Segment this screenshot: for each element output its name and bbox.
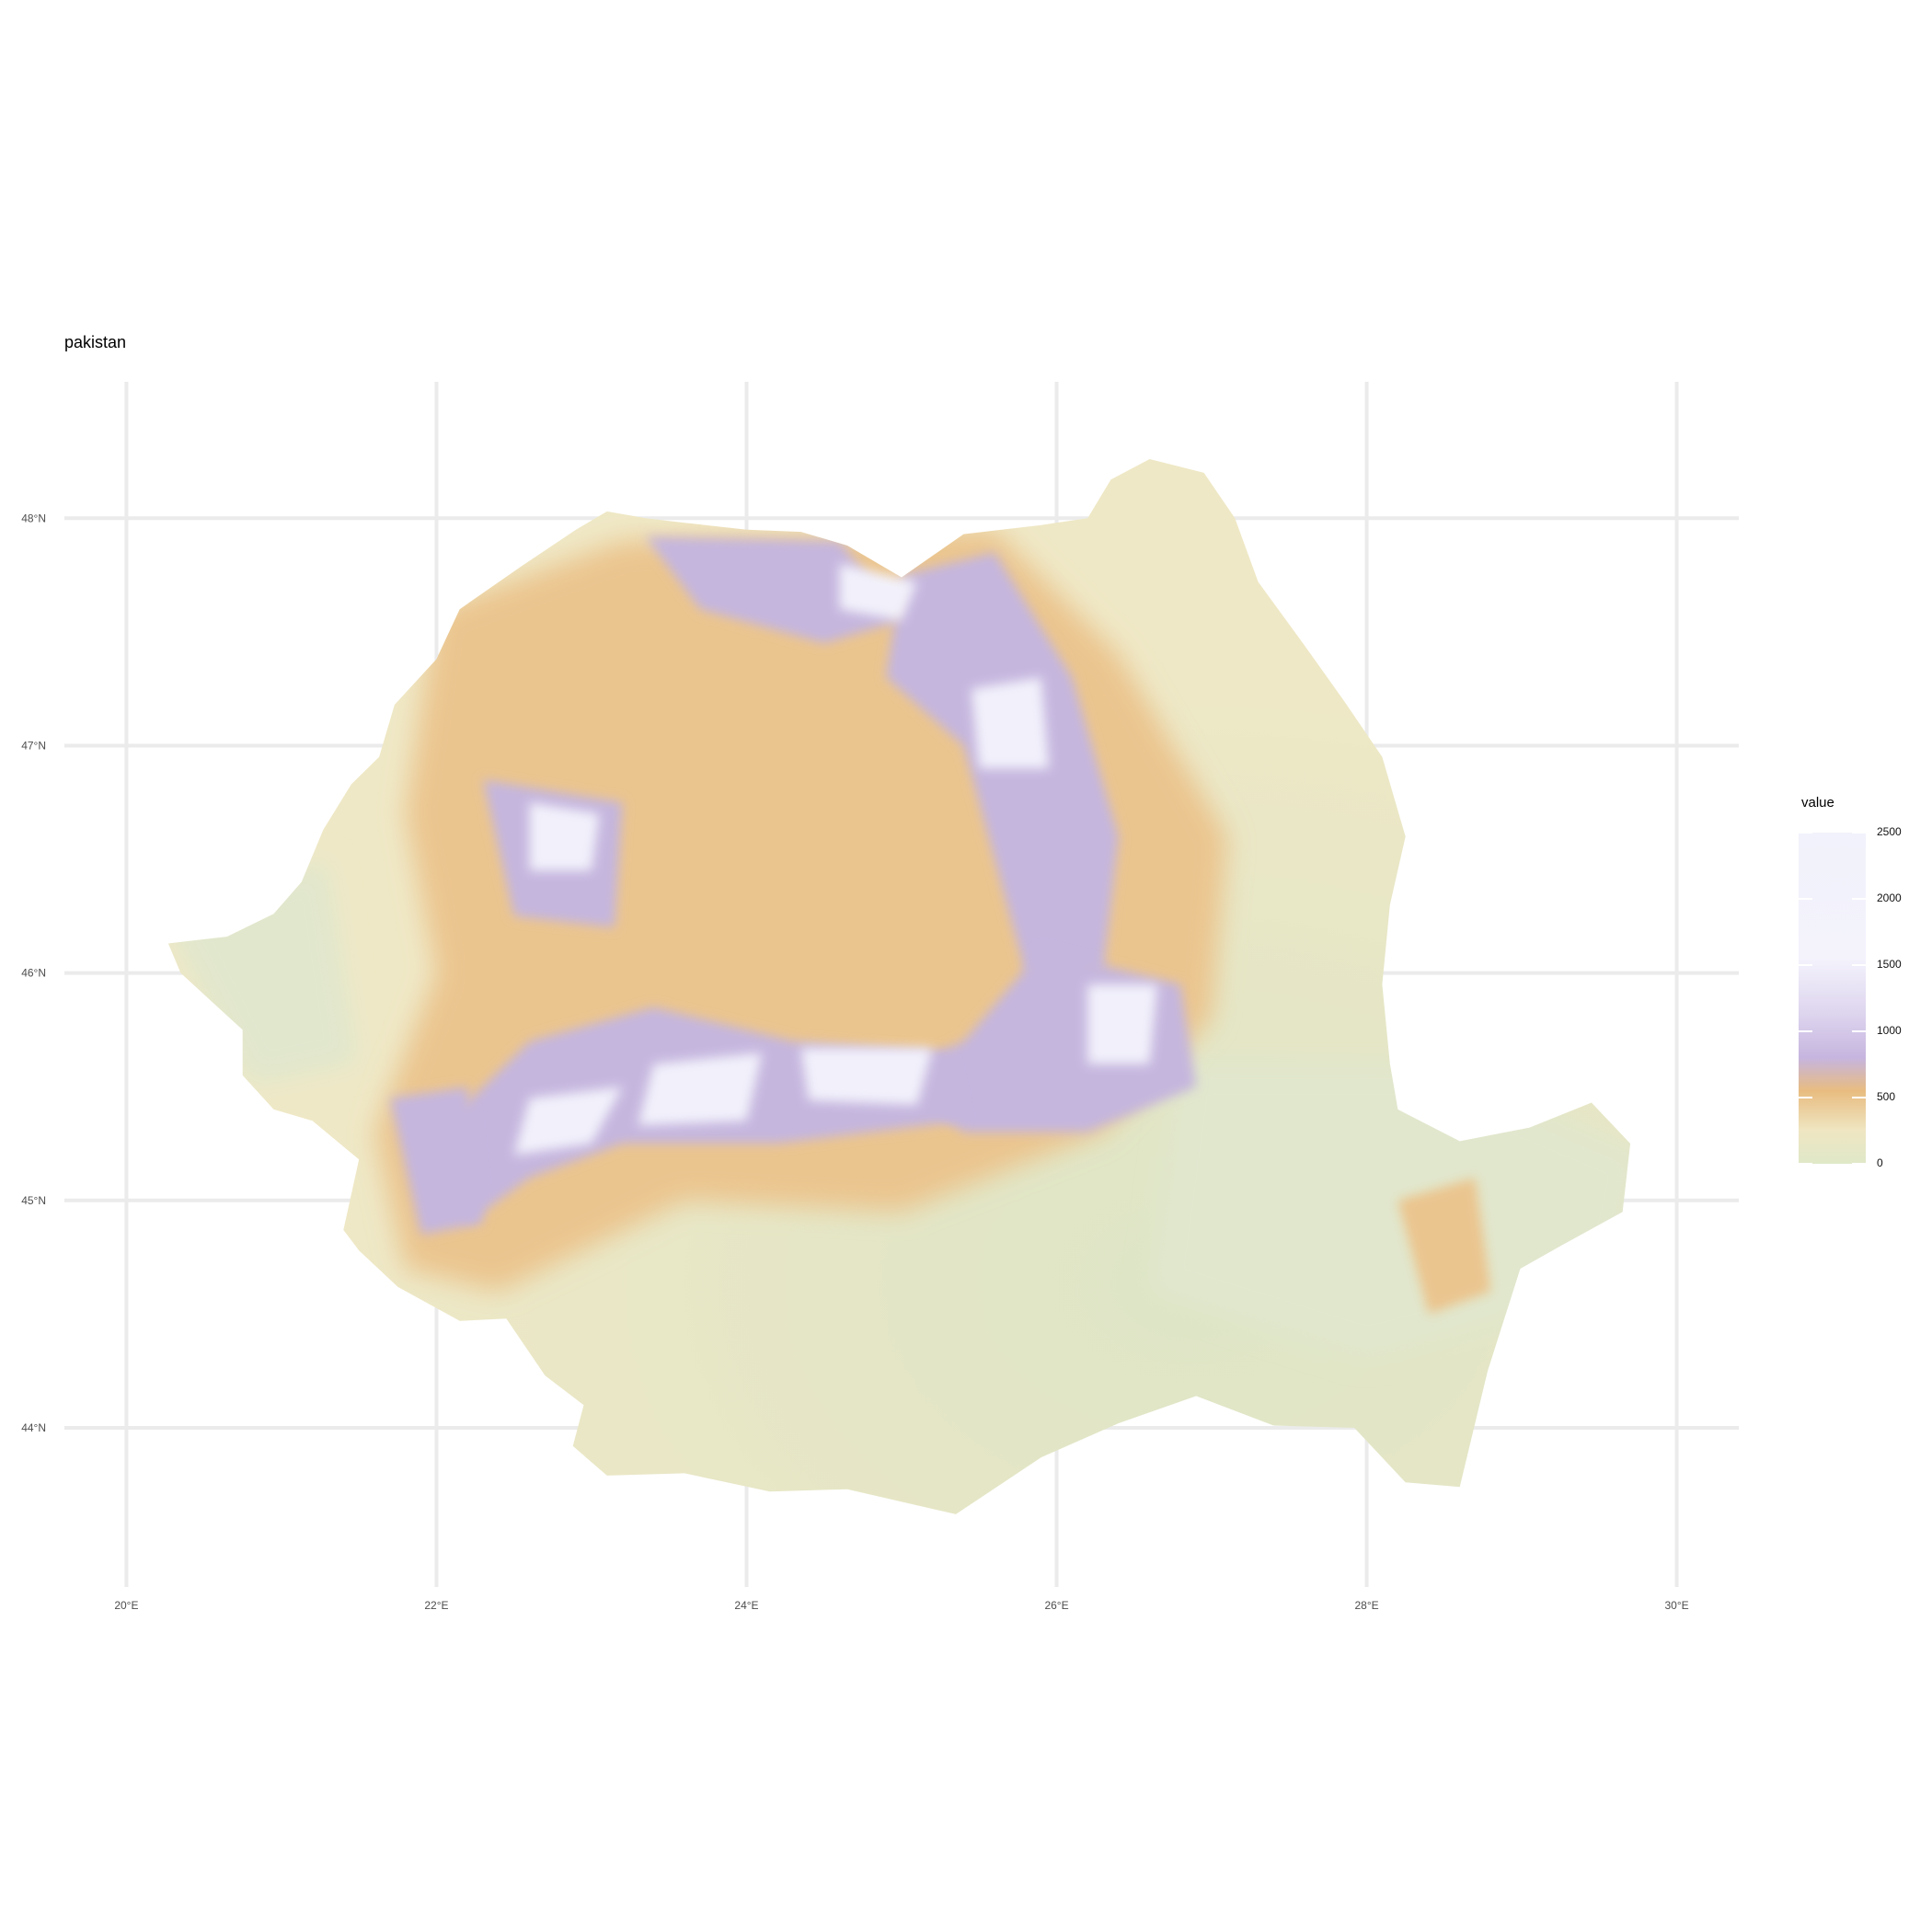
lat-tick-label: 45°N — [21, 1194, 46, 1207]
relief-zones — [167, 529, 1630, 1360]
lon-tick-label: 30°E — [1665, 1599, 1689, 1612]
lat-tick-label: 46°N — [21, 967, 46, 980]
lon-tick-label: 22°E — [424, 1599, 448, 1612]
lon-tick-label: 28°E — [1354, 1599, 1378, 1612]
legend-tick-label: 2500 — [1877, 825, 1902, 838]
lat-tick-label: 44°N — [21, 1421, 46, 1434]
apuseni-peaks — [529, 802, 600, 871]
dobrogea-hills — [1397, 1178, 1491, 1315]
map-title: pakistan — [64, 333, 127, 351]
legend-tick-label: 2000 — [1877, 891, 1902, 904]
legend-tick-label: 500 — [1877, 1090, 1896, 1103]
lon-tick-label: 20°E — [114, 1599, 138, 1612]
legend-tick-label: 1000 — [1877, 1024, 1902, 1037]
elevation-raster — [167, 459, 1630, 1514]
curvature-peaks — [1087, 984, 1158, 1064]
lat-tick-label: 48°N — [21, 512, 46, 524]
lon-tick-label: 24°E — [734, 1599, 758, 1612]
legend-title: value — [1801, 795, 1834, 811]
north-peaks — [839, 563, 917, 621]
legend-tick-label: 0 — [1877, 1156, 1883, 1169]
parang-peaks — [638, 1052, 763, 1126]
maramures-mountains — [645, 536, 902, 644]
axis-labels: 20°E 22°E 24°E 26°E 28°E 30°E 48°N 47°N 46°N 45°N… — [21, 512, 1688, 1612]
banat-mountains — [389, 1087, 483, 1235]
lon-tick-label: 26°E — [1044, 1599, 1068, 1612]
retezat-peaks — [513, 1087, 623, 1156]
legend-colorbar — [1799, 832, 1866, 1165]
lat-tick-label: 47°N — [21, 739, 46, 752]
rodna-peaks — [971, 677, 1050, 769]
legend-tick-label: 1500 — [1877, 958, 1902, 971]
fagaras-peaks — [800, 1048, 933, 1105]
legend-gradient-bar — [1799, 833, 1866, 1164]
